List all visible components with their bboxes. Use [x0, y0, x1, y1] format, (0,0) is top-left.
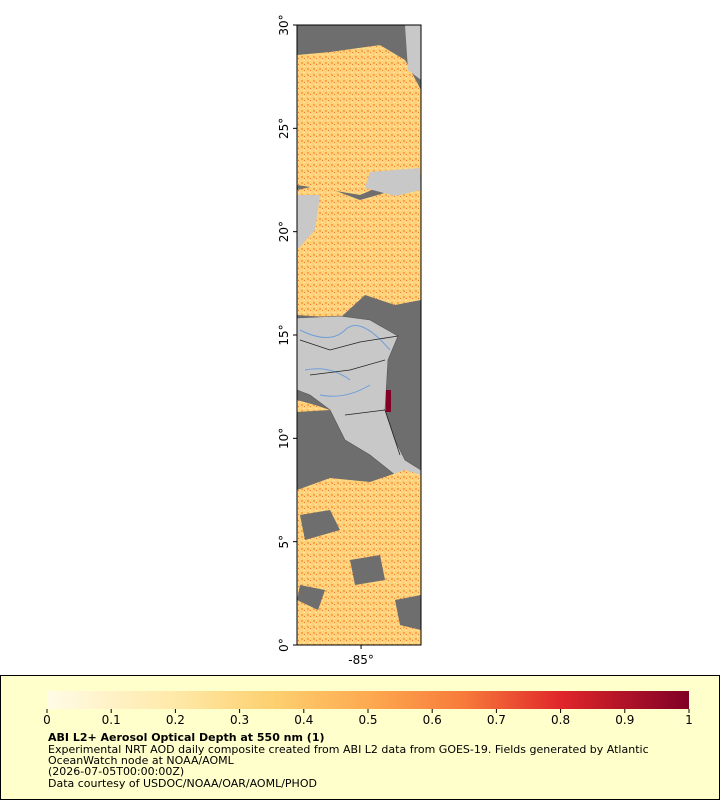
- colorbar-tick-label: 0.6: [423, 713, 442, 727]
- colorbar-tick-label: 0: [43, 713, 51, 727]
- y-tick-label: 20°: [277, 221, 291, 242]
- map-image: [297, 25, 421, 645]
- colorbar-tick-label: 1: [685, 713, 693, 727]
- colorbar-tick-label: 0.4: [294, 713, 313, 727]
- y-tick-label: 15°: [277, 324, 291, 345]
- colorbar-tick-label: 0.8: [551, 713, 570, 727]
- y-tick-label: 5°: [277, 535, 291, 549]
- caption-line: (2026-07-05T00:00:00Z): [48, 765, 184, 778]
- colorbar: [47, 691, 689, 709]
- colorbar-tick-label: 0.2: [166, 713, 185, 727]
- y-tick-label: 25°: [277, 118, 291, 139]
- y-tick-label: 10°: [277, 428, 291, 449]
- caption-line: Experimental NRT AOD daily composite cre…: [48, 743, 649, 756]
- caption-line: OceanWatch node at NOAA/AOML: [48, 754, 235, 767]
- colorbar-tick-label: 0.1: [102, 713, 121, 727]
- colorbar-tick-label: 0.7: [487, 713, 506, 727]
- caption-line: Data courtesy of USDOC/NOAA/OAR/AOML/PHO…: [48, 777, 317, 790]
- y-tick-label: 0°: [277, 638, 291, 652]
- colorbar-tick-label: 0.3: [230, 713, 249, 727]
- x-tick-label: -85°: [348, 653, 374, 667]
- colorbar-tick-label: 0.5: [358, 713, 377, 727]
- y-tick-label: 30°: [277, 14, 291, 35]
- colorbar-tick-label: 0.9: [615, 713, 634, 727]
- caption-title: ABI L2+ Aerosol Optical Depth at 550 nm …: [48, 731, 325, 744]
